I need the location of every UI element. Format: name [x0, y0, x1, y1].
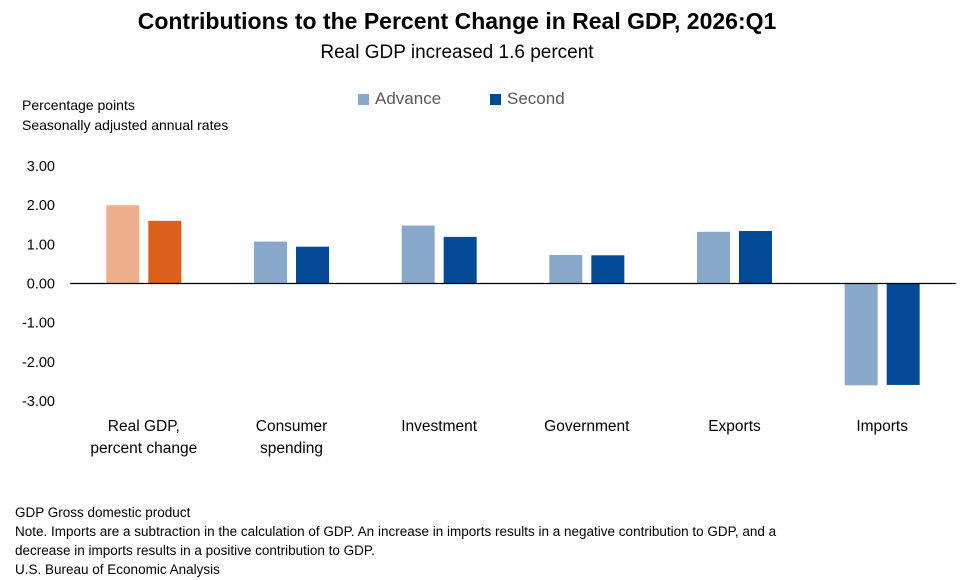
y-tick-label: 0.00 — [27, 277, 55, 293]
x-category-label: Exports — [708, 418, 761, 435]
y-axis-label-units: Percentage points — [22, 97, 135, 113]
bar-second — [886, 283, 920, 385]
chart-title: Contributions to the Percent Change in R… — [137, 8, 777, 34]
y-tick-label: 2.00 — [27, 198, 55, 214]
y-tick-label: -2.00 — [22, 355, 55, 371]
bar-second — [148, 220, 182, 284]
x-category-label: spending — [260, 440, 323, 457]
x-category-label: Investment — [401, 418, 478, 435]
legend-item-second: Second — [490, 89, 565, 109]
bar-advance — [697, 231, 730, 284]
bar-second — [591, 255, 625, 284]
bar-advance — [844, 283, 878, 386]
bar-advance — [549, 254, 583, 284]
footnote-note-line2: decrease in imports results in a positiv… — [15, 543, 375, 558]
x-category-label: percent change — [90, 440, 197, 457]
footnote-abbreviation: GDP Gross domestic product — [15, 505, 191, 520]
bar-second — [443, 236, 477, 284]
y-tick-label: 3.00 — [27, 159, 55, 175]
legend-item-advance: Advance — [358, 89, 441, 109]
footnote-source: U.S. Bureau of Economic Analysis — [15, 562, 220, 577]
legend-label-second: Second — [507, 89, 565, 108]
y-axis-label-rates: Seasonally adjusted annual rates — [22, 117, 229, 133]
x-category-label: Imports — [856, 418, 908, 435]
x-category-label: Government — [544, 418, 630, 435]
bar-advance — [401, 225, 435, 284]
x-category-label: Consumer — [256, 418, 328, 435]
bar-advance — [254, 241, 287, 284]
footnote-note-line1: Note. Imports are a subtraction in the c… — [15, 524, 777, 539]
legend-swatch-second — [490, 93, 501, 105]
bar-second — [296, 246, 329, 284]
bar-chart-plot: 3.00 2.00 1.00 0.00 -1.00 -2.00 -3.00 Real GDP,… — [22, 159, 956, 457]
x-category-label: Real GDP, — [108, 418, 180, 435]
y-tick-label: -3.00 — [22, 394, 55, 410]
bar-advance — [106, 205, 140, 284]
chart-subtitle: Real GDP increased 1.6 percent — [320, 42, 594, 63]
y-tick-label: -1.00 — [22, 316, 55, 332]
y-tick-label: 1.00 — [27, 237, 55, 253]
bar-second — [739, 231, 772, 284]
legend-swatch-advance — [358, 93, 369, 105]
legend-label-advance: Advance — [375, 89, 442, 108]
